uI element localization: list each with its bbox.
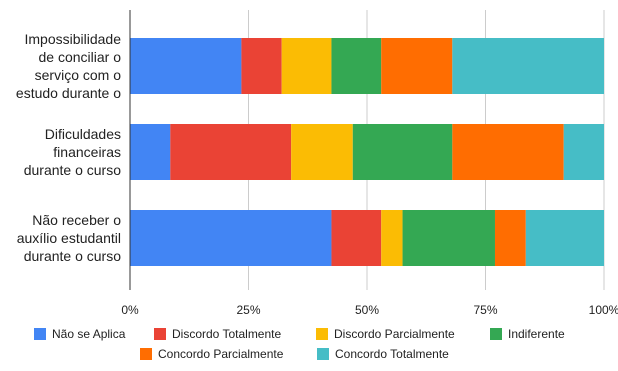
category-label-line: Não receber o — [32, 212, 121, 228]
category-label-line: estudo durante o — [16, 85, 121, 101]
bar-segment — [331, 38, 382, 94]
legend-label: Concordo Parcialmente — [158, 347, 284, 361]
legend-swatch — [154, 328, 166, 340]
bar-segment — [130, 38, 242, 94]
x-tick-label: 100% — [589, 303, 618, 317]
bar-segment — [452, 38, 604, 94]
category-label-line: auxílio estudantil — [17, 230, 121, 246]
bar-segment — [352, 124, 453, 180]
bar-segment — [130, 124, 171, 180]
category-label: Dificuldades financeiras durante o curso — [24, 126, 121, 178]
legend: Não se Aplica Discordo Totalmente Discordo… — [34, 327, 565, 361]
category-labels: Impossibilidade de conciliar o serviço com… — [16, 31, 121, 264]
legend-swatch — [34, 328, 46, 340]
category-label: Impossibilidade de conciliar o serviço com… — [16, 31, 121, 101]
bar-segment — [525, 210, 604, 266]
bars — [130, 38, 604, 266]
legend-swatch — [140, 348, 152, 360]
x-tick-label: 25% — [236, 303, 260, 317]
category-label-line: durante o curso — [24, 248, 121, 264]
category-label-line: durante o curso — [24, 162, 121, 178]
legend-swatch — [317, 348, 329, 360]
x-tick-label: 75% — [473, 303, 497, 317]
bar-segment — [130, 210, 332, 266]
bar-segment — [452, 124, 564, 180]
legend-label: Discordo Totalmente — [172, 327, 281, 341]
category-label-line: de conciliar o — [39, 49, 122, 65]
bar-segment — [291, 124, 353, 180]
x-tick-label: 50% — [355, 303, 379, 317]
category-label-line: Dificuldades — [45, 126, 121, 142]
bar-segment — [170, 124, 292, 180]
legend-label: Não se Aplica — [52, 327, 126, 341]
legend-swatch — [490, 328, 502, 340]
category-label: Não receber o auxílio estudantil durante o… — [17, 212, 122, 264]
category-label-line: serviço com o — [35, 67, 122, 83]
bar-segment — [402, 210, 495, 266]
x-tick-labels: 0% 25% 50% 75% 100% — [121, 303, 618, 317]
category-label-line: financeiras — [53, 144, 121, 160]
legend-label: Discordo Parcialmente — [334, 327, 455, 341]
bar-segment — [281, 38, 332, 94]
legend-label: Concordo Totalmente — [335, 347, 449, 361]
bar-segment — [381, 210, 403, 266]
bar-segment — [381, 38, 453, 94]
legend-swatch — [316, 328, 328, 340]
bar-segment — [241, 38, 282, 94]
bar-segment — [494, 210, 526, 266]
legend-label: Indiferente — [508, 327, 565, 341]
category-label-line: Impossibilidade — [25, 31, 122, 47]
bar-segment — [563, 124, 604, 180]
bar-segment — [331, 210, 382, 266]
x-tick-label: 0% — [121, 303, 139, 317]
